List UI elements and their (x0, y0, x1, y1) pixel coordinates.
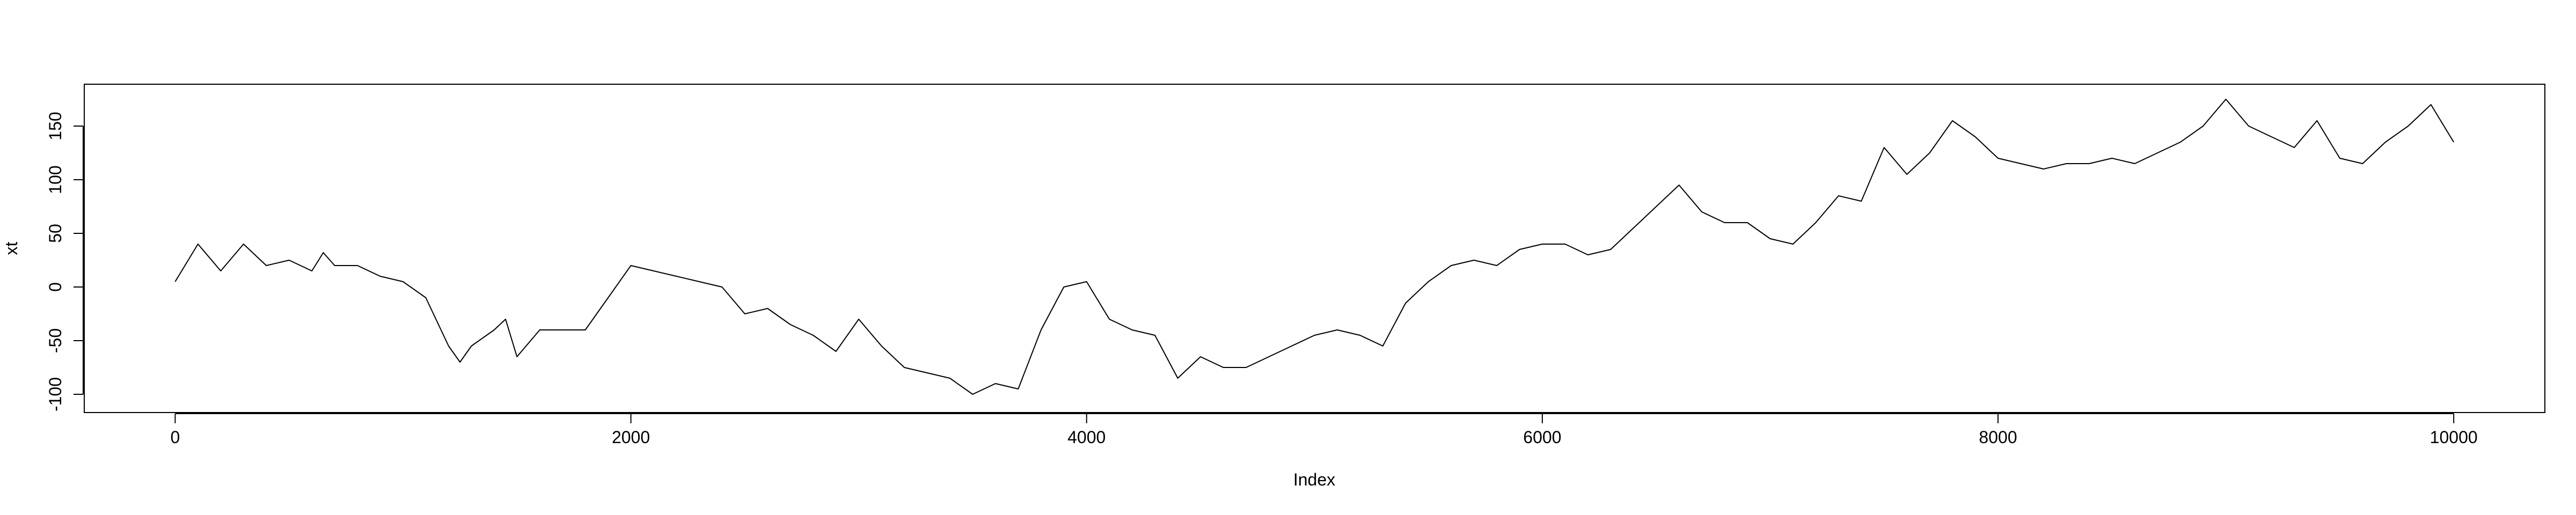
x-tick-label: 0 (171, 428, 180, 447)
x-tick-label: 4000 (1067, 428, 1106, 447)
y-tick-label: 150 (46, 112, 65, 140)
x-axis-label: Index (1293, 470, 1335, 489)
y-tick-label: 50 (46, 224, 65, 243)
y-tick-label: -50 (46, 328, 65, 353)
x-tick-label: 8000 (1979, 428, 2017, 447)
x-tick-label: 6000 (1523, 428, 1561, 447)
x-tick-label: 10000 (2430, 428, 2478, 447)
plot-box (84, 84, 2545, 413)
y-tick-label: 100 (46, 165, 65, 194)
x-tick-label: 2000 (612, 428, 650, 447)
data-line (174, 99, 2455, 395)
y-axis-label: xt (2, 241, 21, 255)
y-tick-label: 0 (46, 282, 65, 292)
y-tick-label: -100 (46, 377, 65, 411)
